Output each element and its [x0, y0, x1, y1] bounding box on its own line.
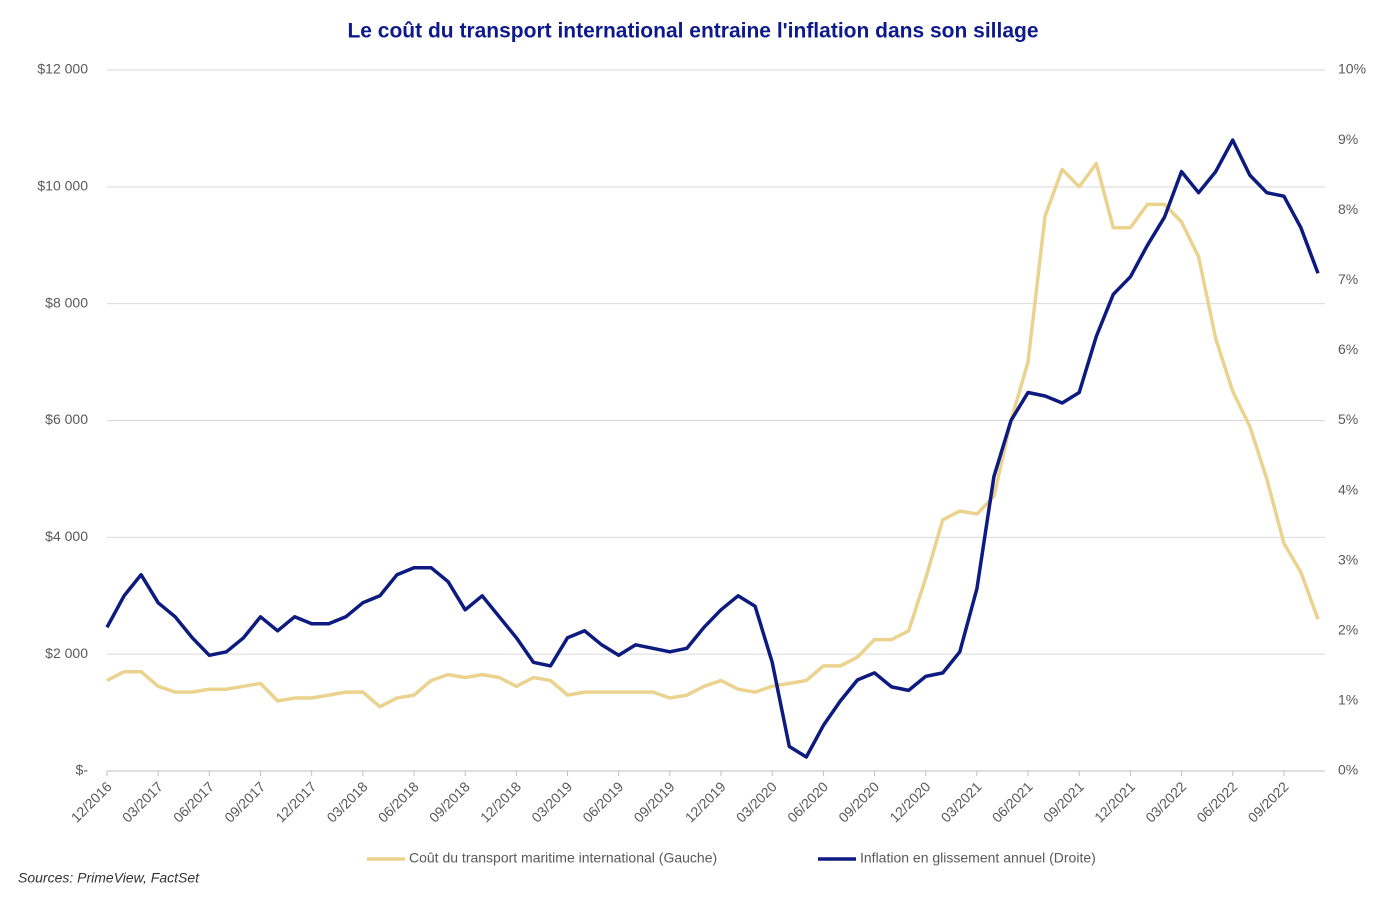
x-tick-label: 09/2020 — [835, 778, 882, 825]
y-tick-label: $10 000 — [37, 178, 88, 194]
source-note: Sources: PrimeView, FactSet — [18, 870, 200, 886]
y-tick-label: $- — [76, 762, 89, 778]
y2-tick-label: 10% — [1338, 61, 1366, 77]
x-tick-label: 03/2017 — [119, 778, 166, 825]
x-tick-label: 06/2022 — [1193, 778, 1240, 825]
x-tick-label: 09/2022 — [1245, 778, 1292, 825]
x-tick-label: 09/2017 — [221, 778, 268, 825]
y-tick-label: $2 000 — [45, 645, 88, 661]
y2-tick-label: 0% — [1338, 762, 1358, 778]
x-tick-label: 09/2018 — [426, 778, 473, 825]
y2-tick-label: 7% — [1338, 271, 1358, 287]
y2-tick-label: 1% — [1338, 692, 1358, 708]
x-tick-label: 03/2021 — [938, 778, 985, 825]
x-tick-label: 12/2021 — [1091, 778, 1138, 825]
x-tick-label: 12/2020 — [886, 778, 933, 825]
y2-tick-label: 2% — [1338, 622, 1358, 638]
x-tick-label: 06/2021 — [989, 778, 1036, 825]
x-tick-label: 12/2016 — [68, 778, 115, 825]
x-tick-label: 03/2018 — [323, 778, 370, 825]
y-tick-label: $4 000 — [45, 528, 88, 544]
series-line — [105, 138, 1320, 759]
y2-tick-label: 4% — [1338, 481, 1358, 497]
x-tick-label: 03/2022 — [1142, 778, 1189, 825]
x-tick-label: 09/2019 — [630, 778, 677, 825]
x-tick-label: 03/2020 — [733, 778, 780, 825]
x-tick-label: 12/2017 — [272, 778, 319, 825]
chart-title: Le coût du transport international entra… — [347, 20, 1038, 43]
series-line — [106, 161, 1320, 709]
x-tick-label: 06/2018 — [375, 778, 422, 825]
legend-label: Inflation en glissement annuel (Droite) — [860, 850, 1096, 866]
legend-label: Coût du transport maritime international… — [409, 850, 717, 866]
y-tick-label: $8 000 — [45, 294, 88, 310]
y2-tick-label: 8% — [1338, 201, 1358, 217]
y2-tick-label: 3% — [1338, 551, 1358, 567]
x-tick-label: 06/2019 — [579, 778, 626, 825]
x-tick-label: 03/2019 — [528, 778, 575, 825]
x-tick-label: 09/2021 — [1040, 778, 1087, 825]
y-tick-label: $6 000 — [45, 411, 88, 427]
y2-tick-label: 5% — [1338, 411, 1358, 427]
x-tick-label: 12/2018 — [477, 778, 524, 825]
y-tick-label: $12 000 — [37, 61, 88, 77]
y2-tick-label: 9% — [1338, 131, 1358, 147]
x-tick-label: 12/2019 — [682, 778, 729, 825]
x-tick-label: 06/2017 — [170, 778, 217, 825]
y2-tick-label: 6% — [1338, 341, 1358, 357]
x-tick-label: 06/2020 — [784, 778, 831, 825]
